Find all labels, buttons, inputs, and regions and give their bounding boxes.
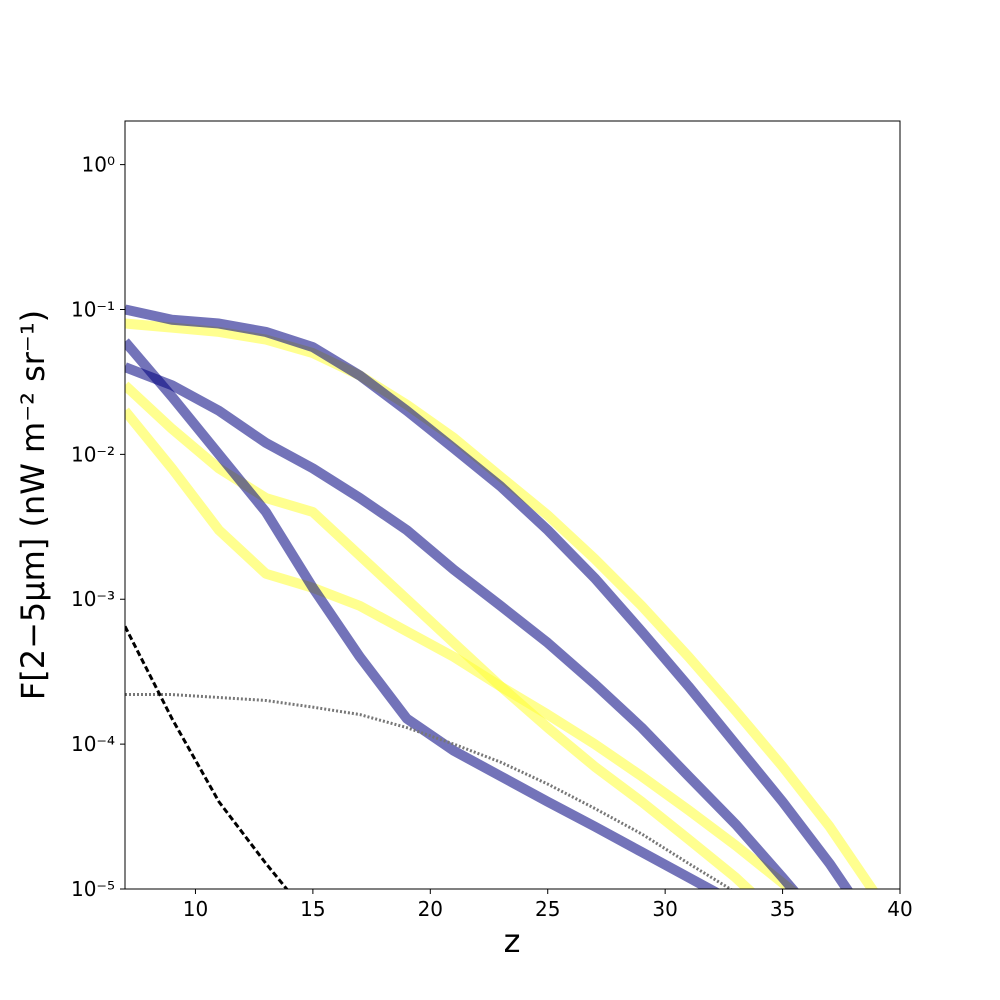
y-tick-label: 10⁻⁴ bbox=[71, 732, 115, 756]
y-tick-label: 10⁻⁵ bbox=[71, 877, 115, 901]
x-axis-label: z bbox=[504, 922, 521, 960]
x-tick-label: 30 bbox=[652, 897, 677, 921]
plot-lines bbox=[125, 304, 879, 889]
x-tick-label: 10 bbox=[183, 897, 208, 921]
series-line bbox=[125, 407, 798, 889]
series-line bbox=[125, 625, 289, 889]
y-axis-label: F[2−5μm] (nW m⁻² sr⁻¹) bbox=[14, 310, 52, 700]
x-tick-label: 35 bbox=[770, 897, 795, 921]
y-tick-label: 10⁻³ bbox=[71, 587, 115, 611]
series-line bbox=[125, 304, 853, 889]
x-tick-label: 15 bbox=[300, 897, 325, 921]
y-tick-label: 10⁻¹ bbox=[71, 297, 115, 321]
series-line bbox=[125, 693, 734, 889]
x-tick-label: 40 bbox=[887, 897, 912, 921]
x-tick-label: 25 bbox=[535, 897, 560, 921]
y-tick-label: 10⁻² bbox=[71, 442, 115, 466]
series-line bbox=[125, 338, 721, 889]
series-line bbox=[125, 362, 799, 889]
y-tick-label: 10⁰ bbox=[82, 153, 115, 177]
series-line bbox=[125, 318, 879, 889]
plot-frame bbox=[124, 120, 901, 890]
x-tick-label: 20 bbox=[418, 897, 443, 921]
